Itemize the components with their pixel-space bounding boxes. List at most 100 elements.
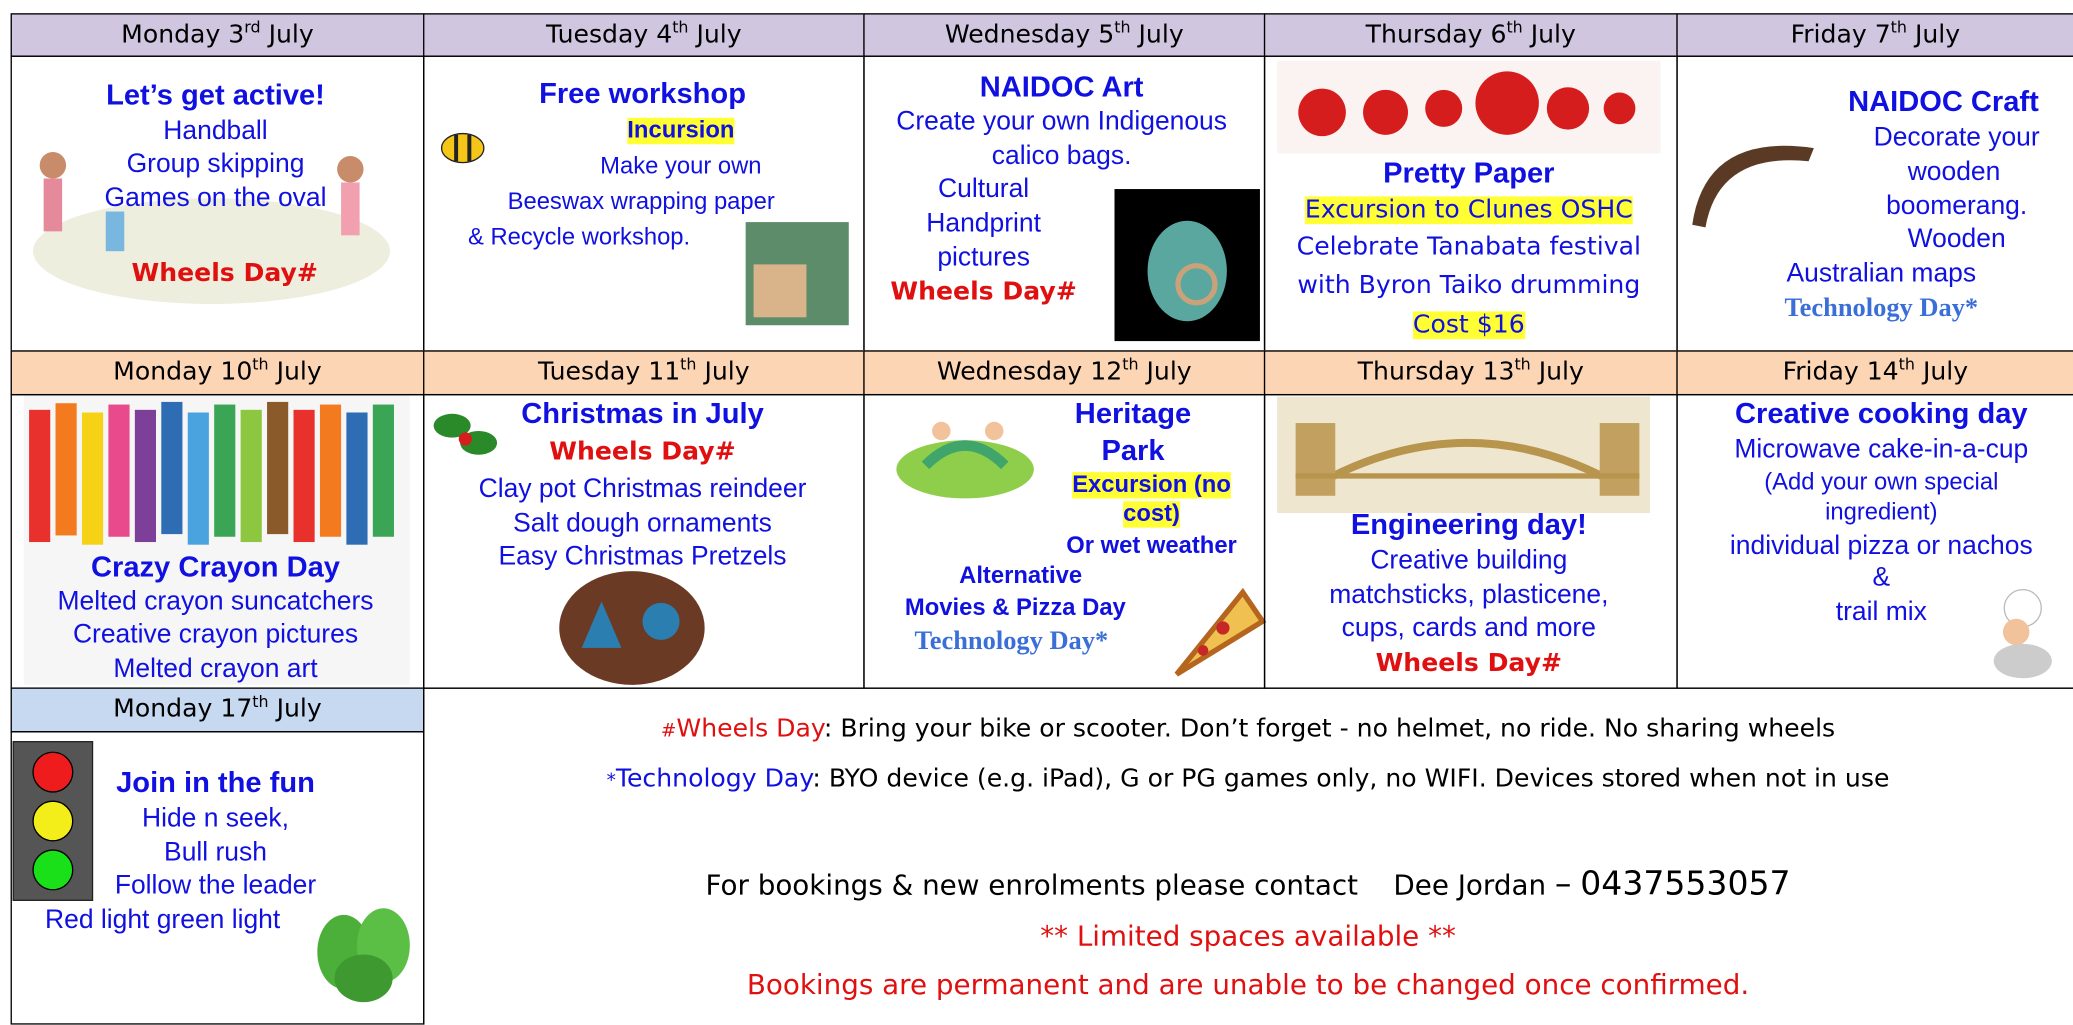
day-name: Friday 7 [1790,19,1891,49]
day-cell [1263,393,1678,689]
activity-line: trail mix [1835,597,1927,627]
activity-line: Bull rush [164,838,267,868]
activity-line: pictures [937,243,1030,273]
activity-line: Handball [163,116,268,146]
activity-line: Creative crayon pictures [72,620,359,650]
activity-line: Free workshop [539,76,746,110]
month-name: July [704,356,750,387]
activity-line: Australian maps [1786,259,1977,289]
activity-line: Beeswax wrapping paper [507,187,775,215]
contact-note: For bookings & new enrolments please con… [423,864,2073,902]
activity-line: Wooden [1907,224,2006,254]
activity-line: Excursion to Clunes OSHC [1304,195,1633,225]
holly [433,413,498,455]
day-suffix: th [1506,18,1523,37]
wheels-note: #Wheels Day: Bring your bike or scooter.… [423,714,2073,743]
day-suffix: th [1122,355,1139,374]
permanent-note: Bookings are permanent and are unable to… [746,969,1750,1001]
day-name: Thursday 13 [1357,356,1515,387]
traffic-light [12,741,94,901]
activity-line: Handprint [926,208,1041,238]
activity-line: with Byron Taiko drumming [1297,270,1641,300]
activity-line: calico bags. [991,141,1132,171]
activity-line: Excursion (no [1072,470,1231,499]
activity-line: & Recycle workshop. [467,223,691,251]
activity-line: NAIDOC Art [979,69,1144,103]
day-name: Friday 14 [1782,356,1899,387]
contact-phone: 0437553057 [1580,863,1791,903]
activity-line: cups, cards and more [1341,613,1596,643]
activity-line: Decorate your [1873,122,2040,153]
activity-line: (Add your own special [1764,468,1999,495]
activity-line: Park [1101,433,1165,467]
activity-line: Create your own Indigenous [896,107,1227,137]
activity-line: ingredient) [1825,498,1938,525]
month-name: July [1146,356,1192,387]
day-header: Monday 3rd July [10,13,425,57]
wheels-label: Wheels Day [676,713,824,744]
day-name: Wednesday 12 [936,356,1123,387]
day-suffix: th [1514,355,1531,374]
day-name: Tuesday 11 [538,356,681,387]
day-header: Friday 14th July [1676,350,2073,396]
day-header: Tuesday 4th July [423,13,865,57]
activity-line: Engineering day! [1350,507,1587,541]
activity-line: Make your own [600,152,762,179]
activity-line: Easy Christmas Pretzels [498,542,787,572]
day-header: Tuesday 11th July [423,350,865,396]
activity-line: Let’s get active! [106,77,325,111]
day-suffix: th [672,18,689,37]
kids-illustration [33,152,391,305]
day-suffix: th [1890,18,1907,37]
leaves [317,908,410,1003]
wheels-text: : Bring your bike or scooter. Don’t forg… [823,713,1836,744]
activity-line: boomerang. [1886,191,2028,221]
contact-name: Dee Jordan [1393,869,1547,901]
activity-line: Movies & Pizza Day [904,593,1126,621]
activity-line: wooden [1907,157,2001,187]
chef-icon [1993,588,2052,679]
contact-dash: – [1554,863,1572,903]
activity-line: Wheels Day# [549,437,736,467]
day-suffix: th [680,355,697,374]
activity-line: Technology Day* [914,626,1109,656]
activity-line: Crazy Crayon Day [91,549,340,583]
activity-line: Celebrate Tanabata festival [1296,232,1641,262]
activity-line: Red light green light [45,905,281,935]
day-name: Monday 10 [113,356,253,387]
pretzels-photo [559,571,705,685]
activity-line: & [1872,563,1891,593]
month-name: July [268,19,314,49]
kids-on-bridge [896,421,1034,499]
pizza-slice [1174,587,1267,677]
day-name: Thursday 6 [1365,19,1507,49]
activity-line: Melted crayon art [113,654,318,684]
activity-line: Cost $16 [1412,310,1525,340]
activity-line: Or wet weather [1066,531,1237,559]
day-suffix: th [252,355,269,374]
day-name: Monday 3 [121,19,245,49]
activity-line: Wheels Day# [1375,648,1563,678]
activity-line: Clay pot Christmas reindeer [478,474,807,504]
month-name: July [1530,19,1576,49]
activity-line: Heritage [1074,396,1192,430]
activity-line: Cultural [938,174,1030,204]
day-header: Thursday 6th July [1263,13,1678,57]
day-suffix: th [1114,18,1131,37]
month-name: July [1538,356,1584,387]
month-name: July [1914,19,1961,49]
activity-line: Creative cooking day [1735,396,2028,430]
activity-line: Games on the oval [104,183,327,213]
activity-line: matchsticks, plasticene, [1329,580,1609,610]
activity-line: Incursion [627,116,735,144]
wax-wraps-photo [745,222,849,326]
bee-icon [440,132,485,164]
boomerang [1692,145,1814,228]
day-name: Monday 17 [113,694,253,724]
activity-line: individual pizza or nachos [1729,531,2033,561]
activity-line: Join in the fun [116,765,315,799]
wheels-mark: # [660,720,677,742]
day-header: Wednesday 5th July [863,13,1266,57]
month-name: July [696,19,742,49]
